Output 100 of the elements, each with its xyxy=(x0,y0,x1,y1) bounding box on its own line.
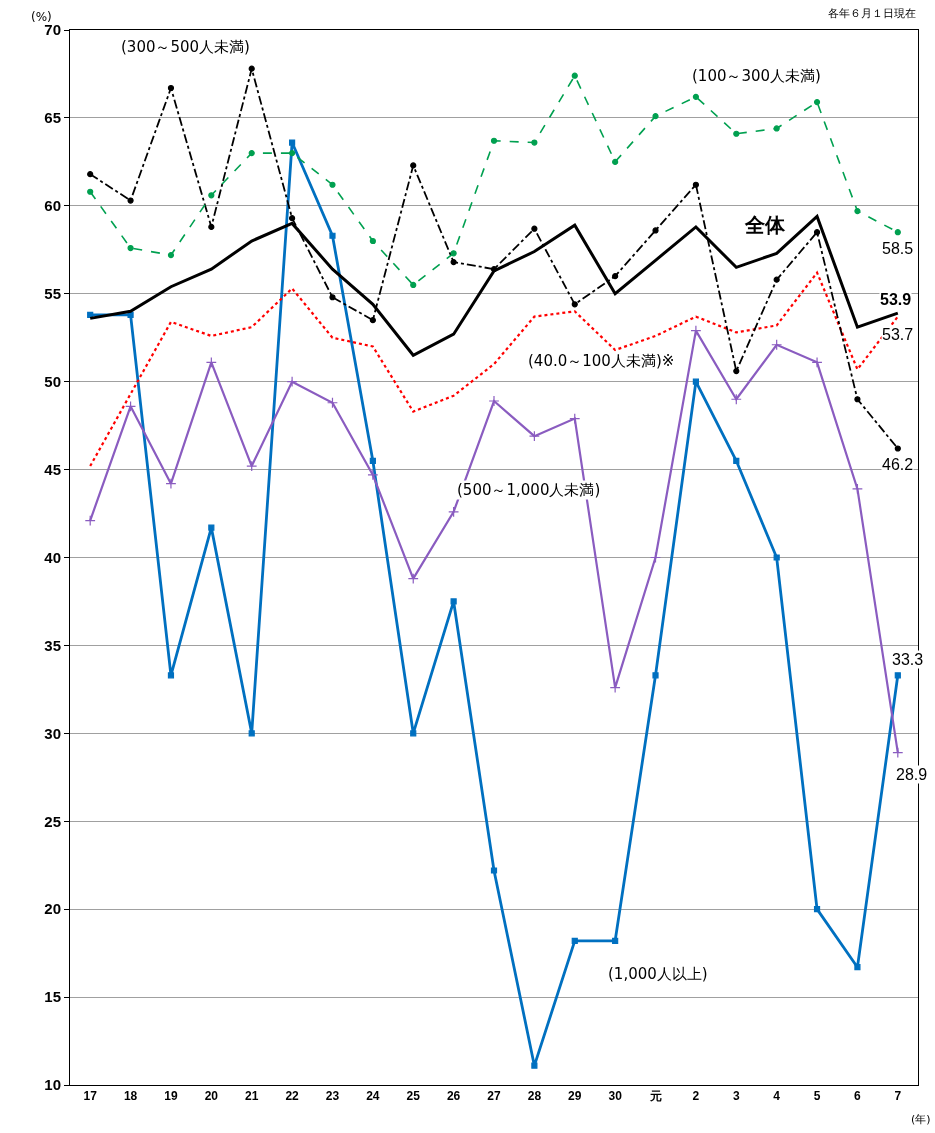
y-tick-label: 25 xyxy=(44,812,61,830)
point xyxy=(410,281,417,289)
x-tick-label: 3 xyxy=(732,1089,740,1104)
point xyxy=(289,215,296,222)
point xyxy=(87,171,94,178)
x-tick-label: 19 xyxy=(164,1089,178,1104)
x-tick-label: 17 xyxy=(83,1089,98,1104)
point xyxy=(165,478,177,490)
series-label: (1,000人以上) xyxy=(608,965,708,983)
point xyxy=(369,317,376,324)
point xyxy=(448,506,460,518)
point xyxy=(730,393,742,405)
point xyxy=(208,223,215,231)
x-tick-label: 23 xyxy=(325,1089,340,1104)
y-axis-title: (%) xyxy=(31,10,52,24)
point xyxy=(205,356,217,368)
y-tick-label: 35 xyxy=(44,636,61,654)
point xyxy=(450,598,457,605)
point xyxy=(329,232,336,239)
point xyxy=(450,250,457,257)
x-tick-label: 5 xyxy=(813,1089,821,1104)
y-tick-label: 15 xyxy=(44,988,61,1006)
point xyxy=(771,339,783,351)
point xyxy=(531,1062,538,1069)
data-label: 28.9 xyxy=(896,766,928,783)
point xyxy=(248,730,255,737)
x-tick-label: 21 xyxy=(245,1089,259,1104)
point xyxy=(248,149,255,157)
x-axis-title: (年) xyxy=(911,1113,931,1126)
data-label: 33.3 xyxy=(892,651,924,668)
data-label: 46.2 xyxy=(882,456,914,473)
x-tick-label: 7 xyxy=(894,1089,902,1104)
point xyxy=(125,400,137,412)
x-tick-label: 18 xyxy=(123,1089,138,1104)
point xyxy=(733,368,740,375)
point xyxy=(773,554,780,561)
x-tick-label: 20 xyxy=(204,1089,219,1104)
series-label: (40.0～100人未満)※ xyxy=(528,352,675,370)
point xyxy=(407,573,419,585)
point xyxy=(167,251,175,259)
point xyxy=(286,376,298,388)
point xyxy=(84,515,96,527)
y-tick-label: 55 xyxy=(44,285,61,302)
x-tick-label: 2 xyxy=(692,1089,700,1104)
text: 各年６月１日現在 xyxy=(828,7,916,20)
point xyxy=(652,113,659,120)
x-tick-label: 6 xyxy=(854,1089,862,1104)
point xyxy=(329,181,336,188)
x-tick-label: 28 xyxy=(527,1089,542,1104)
point xyxy=(813,906,821,913)
point xyxy=(650,552,662,563)
y-tick-label: 10 xyxy=(44,1076,61,1094)
x-tick-label: 25 xyxy=(406,1089,421,1104)
point xyxy=(167,672,175,679)
point xyxy=(813,229,821,236)
x-tick-label: 22 xyxy=(285,1089,300,1104)
point xyxy=(289,139,296,146)
point xyxy=(488,395,500,407)
point xyxy=(813,98,821,106)
point xyxy=(410,162,417,169)
x-tick-label: 27 xyxy=(487,1089,501,1104)
point xyxy=(167,84,175,92)
x-tick-label: 30 xyxy=(608,1089,623,1104)
point xyxy=(894,229,901,236)
point xyxy=(450,259,457,266)
point xyxy=(692,181,699,188)
point xyxy=(490,867,498,874)
point xyxy=(571,937,578,944)
point xyxy=(208,524,215,531)
point xyxy=(854,964,861,971)
point xyxy=(692,378,699,385)
series-label: 全体 xyxy=(744,213,786,237)
point xyxy=(208,192,215,199)
point xyxy=(326,397,338,409)
series-label: (100～300人未満) xyxy=(692,67,821,85)
point xyxy=(854,208,861,215)
point xyxy=(289,149,296,157)
point xyxy=(246,460,258,472)
point xyxy=(612,273,619,280)
point xyxy=(811,356,823,368)
point xyxy=(854,396,861,403)
point xyxy=(851,483,863,495)
point xyxy=(87,188,94,195)
point xyxy=(692,93,699,100)
point xyxy=(367,469,379,481)
x-tick-label: 24 xyxy=(366,1089,380,1104)
point xyxy=(773,125,780,132)
point xyxy=(894,445,901,452)
point xyxy=(410,730,417,737)
point xyxy=(329,294,336,301)
point xyxy=(528,430,540,442)
point xyxy=(652,227,659,234)
point xyxy=(571,72,578,79)
point xyxy=(690,325,702,337)
point xyxy=(369,457,376,464)
data-label: 53.7 xyxy=(882,326,914,343)
point xyxy=(773,276,780,283)
y-tick-label: 20 xyxy=(44,900,61,918)
y-tick-label: 45 xyxy=(44,460,61,478)
point xyxy=(652,672,659,679)
